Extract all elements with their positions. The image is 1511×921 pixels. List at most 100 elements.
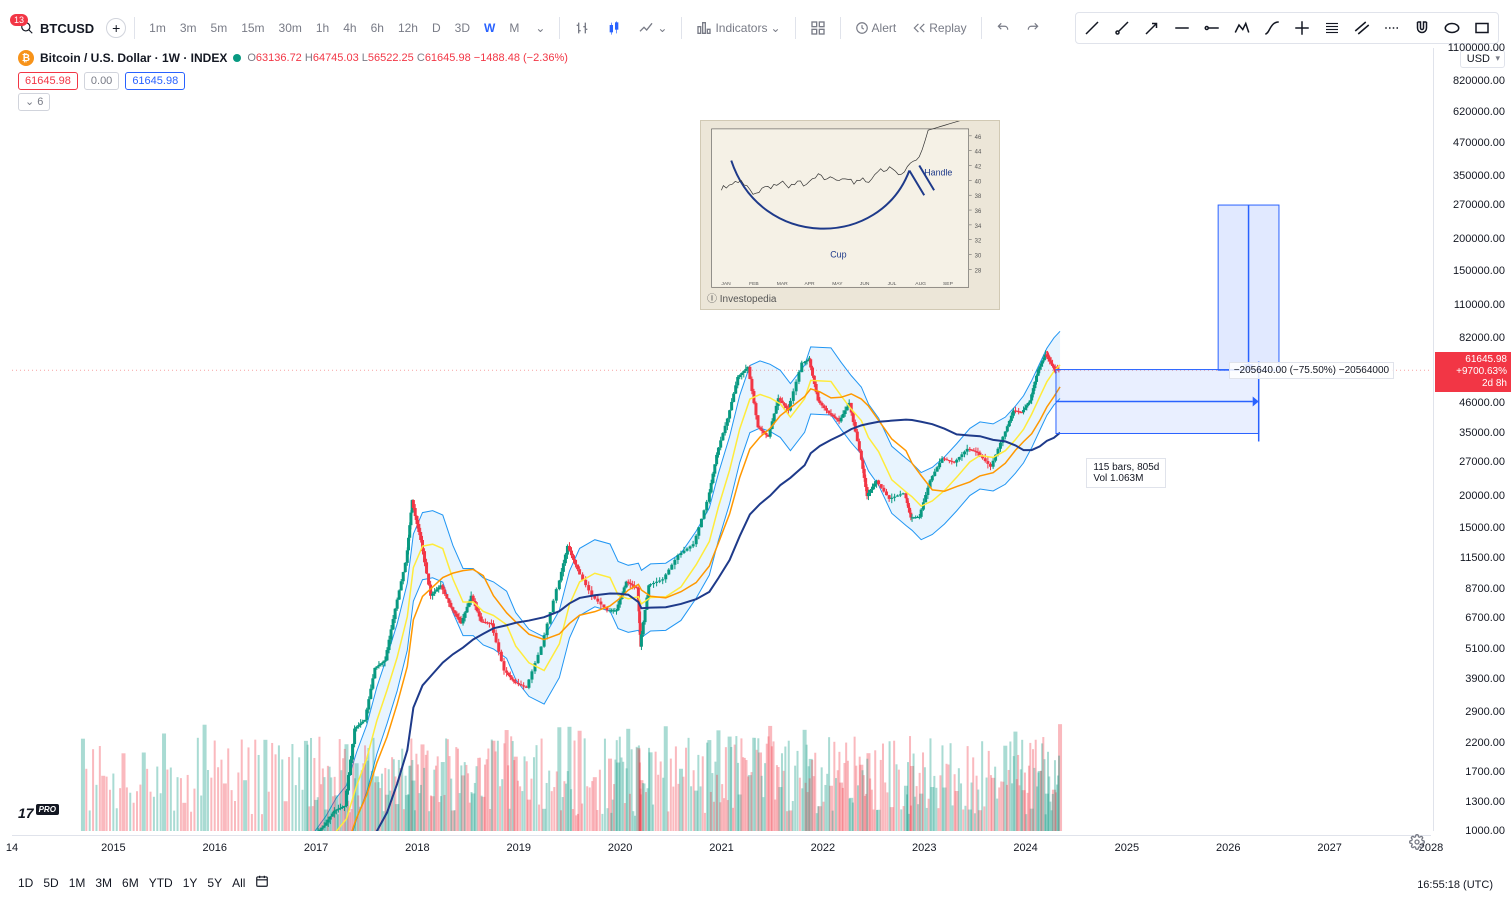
replay-button[interactable]: Replay xyxy=(906,17,972,39)
xtick: 2018 xyxy=(405,842,429,854)
cross-icon[interactable] xyxy=(1288,14,1316,42)
y-axis[interactable]: 1100000.00820000.00620000.00470000.00350… xyxy=(1433,48,1511,831)
svg-text:SEP: SEP xyxy=(943,281,954,287)
dotted-line-icon[interactable] xyxy=(1378,14,1406,42)
range-3M[interactable]: 3M xyxy=(95,876,112,890)
svg-text:44: 44 xyxy=(975,150,982,156)
xtick: 2025 xyxy=(1115,842,1139,854)
magnet-icon[interactable] xyxy=(1408,14,1436,42)
timeframe-1m[interactable]: 1m xyxy=(143,17,172,39)
xtick: 2016 xyxy=(202,842,226,854)
bar-style-button[interactable] xyxy=(568,16,596,40)
svg-text:APR: APR xyxy=(804,281,815,287)
range-All[interactable]: All xyxy=(232,876,245,890)
undo-button[interactable] xyxy=(990,17,1016,39)
templates-button[interactable] xyxy=(804,16,832,40)
timeframe-D[interactable]: D xyxy=(426,17,447,39)
xtick: 2021 xyxy=(709,842,733,854)
ytick: 620000.00 xyxy=(1453,106,1505,118)
ytick: 46000.00 xyxy=(1459,397,1505,409)
rectangle-icon[interactable] xyxy=(1468,14,1496,42)
timeframe-1h[interactable]: 1h xyxy=(310,17,335,39)
redo-button[interactable] xyxy=(1020,17,1046,39)
xtick: 2022 xyxy=(811,842,835,854)
horizontal-line-icon[interactable] xyxy=(1168,14,1196,42)
horizontal-ray-icon[interactable] xyxy=(1198,14,1226,42)
svg-text:42: 42 xyxy=(975,164,982,170)
svg-text:38: 38 xyxy=(975,194,982,200)
timeframe-M[interactable]: M xyxy=(503,17,525,39)
xtick: 2020 xyxy=(608,842,632,854)
clock-label: 16:55:18 (UTC) xyxy=(1417,879,1493,891)
range-6M[interactable]: 6M xyxy=(122,876,139,890)
add-symbol-button[interactable]: + xyxy=(106,18,126,38)
x-axis[interactable]: 1420152016201720182019202020212022202320… xyxy=(12,835,1431,861)
ytick: 150000.00 xyxy=(1453,265,1505,277)
ytick: 11500.00 xyxy=(1460,552,1505,564)
range-5D[interactable]: 5D xyxy=(43,876,58,890)
ytick: 110000.00 xyxy=(1454,299,1505,311)
ytick: 20000.00 xyxy=(1459,490,1505,502)
path-icon[interactable] xyxy=(1228,14,1256,42)
timeframe-dropdown[interactable]: ⌄ xyxy=(529,17,551,39)
calendar-icon[interactable] xyxy=(255,874,269,891)
svg-text:Cup: Cup xyxy=(830,250,846,260)
range-1D[interactable]: 1D xyxy=(18,876,33,890)
timeframe-3D[interactable]: 3D xyxy=(449,17,476,39)
ellipse-icon[interactable] xyxy=(1438,14,1466,42)
alert-button[interactable]: Alert xyxy=(849,17,903,39)
range-5Y[interactable]: 5Y xyxy=(207,876,222,890)
timeframe-5m[interactable]: 5m xyxy=(205,17,234,39)
timeframe-12h[interactable]: 12h xyxy=(392,17,424,39)
svg-text:34: 34 xyxy=(975,224,982,230)
timeframe-W[interactable]: W xyxy=(478,17,501,39)
embed-source: Ⓘ Investopedia xyxy=(707,290,777,305)
arrow-icon[interactable] xyxy=(1138,14,1166,42)
svg-text:36: 36 xyxy=(975,209,982,215)
projection-label: −205640.00 (−75.50%) −20564000 xyxy=(1229,362,1394,379)
xtick: 2017 xyxy=(304,842,328,854)
xtick: 2026 xyxy=(1216,842,1240,854)
timeframe-30m[interactable]: 30m xyxy=(273,17,308,39)
xtick: 2027 xyxy=(1317,842,1341,854)
ray-icon[interactable] xyxy=(1108,14,1136,42)
ytick: 270000.00 xyxy=(1453,199,1505,211)
range-YTD[interactable]: YTD xyxy=(149,876,173,890)
drawing-toolbar xyxy=(1075,12,1499,44)
curve-icon[interactable] xyxy=(1258,14,1286,42)
line-style-button[interactable]: ⌄ xyxy=(632,16,673,40)
indicators-button[interactable]: Indicators ⌄ xyxy=(690,16,786,40)
svg-text:40: 40 xyxy=(975,179,982,185)
svg-text:JUN: JUN xyxy=(860,281,870,287)
symbol-text: BTCUSD xyxy=(40,21,94,36)
candle-style-button[interactable] xyxy=(600,16,628,40)
ytick: 470000.00 xyxy=(1453,137,1505,149)
ytick: 820000.00 xyxy=(1453,75,1505,87)
timeframe-3m[interactable]: 3m xyxy=(174,17,203,39)
svg-text:MAR: MAR xyxy=(777,281,788,287)
range-1Y[interactable]: 1Y xyxy=(183,876,198,890)
xtick: 14 xyxy=(6,842,18,854)
range-1M[interactable]: 1M xyxy=(69,876,86,890)
ytick: 2900.00 xyxy=(1465,706,1505,718)
ytick: 27000.00 xyxy=(1459,456,1505,468)
tradingview-watermark: 17PRO xyxy=(18,805,59,821)
ytick: 1000.00 xyxy=(1465,825,1505,837)
timeframe-15m[interactable]: 15m xyxy=(235,17,270,39)
settings-icon[interactable] xyxy=(1409,834,1425,853)
svg-text:Handle: Handle xyxy=(924,167,952,177)
trendline-icon[interactable] xyxy=(1078,14,1106,42)
notification-badge[interactable]: 13 xyxy=(10,14,28,26)
timeframe-4h[interactable]: 4h xyxy=(337,17,362,39)
fib-icon[interactable] xyxy=(1318,14,1346,42)
parallel-channel-icon[interactable] xyxy=(1348,14,1376,42)
ytick: 15000.00 xyxy=(1459,522,1505,534)
svg-text:JAN: JAN xyxy=(721,281,731,287)
timeframe-6h[interactable]: 6h xyxy=(365,17,390,39)
ytick: 6700.00 xyxy=(1465,612,1505,624)
ytick: 82000.00 xyxy=(1459,332,1505,344)
svg-text:AUG: AUG xyxy=(915,281,926,287)
current-price-tag: 61645.98+9700.63%2d 8h xyxy=(1435,352,1511,392)
ytick: 350000.00 xyxy=(1453,170,1505,182)
ytick: 1100000.00 xyxy=(1448,42,1505,54)
